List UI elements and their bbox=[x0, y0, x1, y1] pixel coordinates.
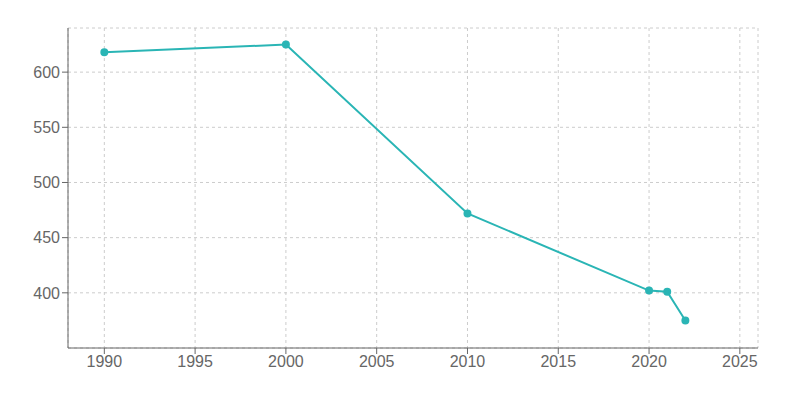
svg-text:400: 400 bbox=[33, 285, 60, 302]
svg-text:2020: 2020 bbox=[631, 353, 667, 370]
svg-text:500: 500 bbox=[33, 174, 60, 191]
svg-text:2005: 2005 bbox=[359, 353, 395, 370]
svg-text:1990: 1990 bbox=[87, 353, 123, 370]
svg-text:2010: 2010 bbox=[450, 353, 486, 370]
svg-text:2015: 2015 bbox=[540, 353, 576, 370]
svg-text:600: 600 bbox=[33, 64, 60, 81]
svg-text:1995: 1995 bbox=[177, 353, 213, 370]
svg-text:2000: 2000 bbox=[268, 353, 304, 370]
svg-text:450: 450 bbox=[33, 229, 60, 246]
svg-text:550: 550 bbox=[33, 119, 60, 136]
svg-text:2025: 2025 bbox=[722, 353, 758, 370]
